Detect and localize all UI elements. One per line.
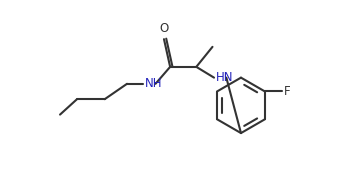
Text: O: O [159, 22, 169, 35]
Text: HN: HN [216, 71, 233, 84]
Text: F: F [284, 85, 290, 98]
Text: NH: NH [145, 77, 162, 90]
